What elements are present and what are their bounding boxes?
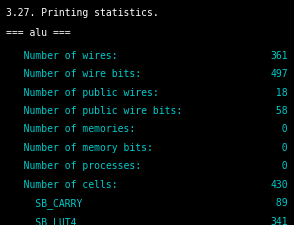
Text: SB_LUT4: SB_LUT4 <box>6 217 76 225</box>
Text: Number of cells:: Number of cells: <box>6 180 118 190</box>
Text: 89: 89 <box>270 198 288 208</box>
Text: 0: 0 <box>270 161 288 171</box>
Text: Number of processes:: Number of processes: <box>6 161 141 171</box>
Text: Number of public wire bits:: Number of public wire bits: <box>6 106 182 116</box>
Text: Number of public wires:: Number of public wires: <box>6 88 159 97</box>
Text: 497: 497 <box>270 69 288 79</box>
Text: Number of memories:: Number of memories: <box>6 124 135 134</box>
Text: SB_CARRY: SB_CARRY <box>6 198 82 209</box>
Text: 430: 430 <box>270 180 288 190</box>
Text: 0: 0 <box>270 143 288 153</box>
Text: Number of memory bits:: Number of memory bits: <box>6 143 153 153</box>
Text: 58: 58 <box>270 106 288 116</box>
Text: === alu ===: === alu === <box>6 28 71 38</box>
Text: Number of wires:: Number of wires: <box>6 51 118 61</box>
Text: 0: 0 <box>270 124 288 134</box>
Text: 3.27. Printing statistics.: 3.27. Printing statistics. <box>6 8 159 18</box>
Text: Number of wire bits:: Number of wire bits: <box>6 69 141 79</box>
Text: 361: 361 <box>270 51 288 61</box>
Text: 18: 18 <box>270 88 288 97</box>
Text: 341: 341 <box>270 217 288 225</box>
